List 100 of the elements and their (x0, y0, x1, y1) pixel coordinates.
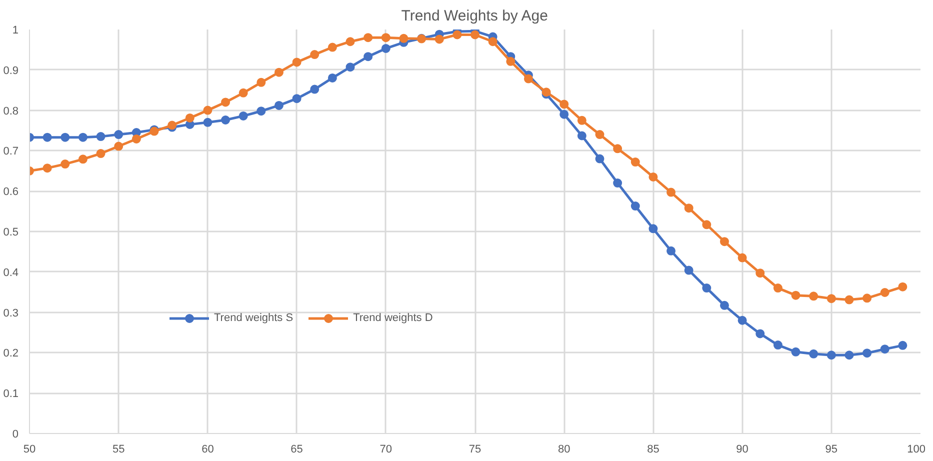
x-tick-label: 85 (647, 444, 660, 456)
point (488, 37, 498, 46)
point (256, 78, 266, 87)
point (791, 347, 800, 356)
point (648, 224, 658, 234)
point (506, 56, 516, 66)
point (577, 131, 586, 140)
point (221, 116, 230, 124)
point (773, 284, 782, 293)
point (720, 300, 729, 310)
point (78, 154, 88, 164)
y-tick-label: 0.9 (3, 64, 19, 77)
point (666, 188, 676, 197)
point (60, 132, 70, 142)
point (238, 111, 248, 120)
point (381, 33, 390, 42)
point (238, 88, 248, 98)
y-tick-label: 0.6 (3, 186, 19, 198)
point (862, 294, 872, 303)
point (595, 130, 604, 140)
point (292, 94, 302, 104)
x-tick-label: 80 (558, 444, 570, 456)
point (862, 348, 872, 358)
point (114, 130, 124, 140)
point (809, 349, 818, 358)
point (114, 142, 124, 151)
point (42, 132, 52, 142)
point (613, 144, 622, 154)
point (756, 329, 765, 338)
y-tick-label: 0.4 (3, 266, 19, 279)
y-tick-label: 0.3 (3, 307, 19, 320)
y-tick-label: 1 (12, 24, 19, 36)
point (310, 84, 320, 94)
y-tick-label: 0.1 (3, 388, 19, 400)
y-tick-label: 0.8 (3, 105, 19, 118)
point (613, 178, 622, 188)
point (648, 172, 658, 182)
x-tick-label: 60 (202, 444, 214, 456)
point (470, 30, 480, 40)
point (560, 110, 569, 119)
point (844, 350, 854, 360)
x-tick-label: 55 (112, 444, 125, 456)
point (809, 292, 818, 301)
x-tick-label: 70 (380, 444, 392, 456)
chart-title: Trend Weights by Age (401, 8, 548, 24)
point (684, 204, 694, 213)
point (791, 290, 800, 300)
point (560, 100, 569, 109)
x-tick-label: 95 (825, 444, 838, 456)
point (826, 294, 836, 304)
point (328, 42, 337, 52)
point (346, 62, 355, 72)
point (221, 98, 230, 107)
point (702, 220, 712, 230)
point (826, 350, 836, 360)
point (844, 295, 854, 304)
point (684, 266, 694, 275)
point (630, 158, 640, 167)
point (328, 73, 337, 82)
point (203, 106, 212, 115)
y-tick-label: 0.2 (3, 348, 19, 360)
x-tick-label: 75 (468, 444, 482, 456)
point (738, 316, 747, 325)
point (292, 58, 302, 67)
point (898, 282, 908, 292)
point (42, 164, 52, 173)
point (364, 52, 373, 62)
point (185, 113, 194, 122)
point (274, 100, 284, 110)
point (399, 34, 408, 43)
point (898, 340, 908, 350)
x-tick-label: 50 (23, 444, 36, 456)
point (880, 288, 890, 297)
legend-label: Trend weights S (214, 312, 294, 324)
point (720, 237, 729, 246)
legend-label: Trend weights D (353, 312, 433, 324)
y-tick-label: 0 (12, 428, 19, 440)
x-tick-label: 90 (736, 444, 748, 456)
point (434, 34, 444, 44)
point (577, 116, 586, 125)
y-tick-label: 0.7 (3, 146, 19, 158)
point (666, 246, 676, 256)
point (203, 118, 212, 127)
point (630, 202, 640, 211)
point (96, 132, 106, 142)
point (880, 344, 890, 354)
point (702, 284, 712, 293)
point (756, 268, 765, 278)
point (364, 33, 373, 42)
point (773, 340, 782, 350)
point (738, 253, 747, 262)
point (595, 154, 604, 164)
point (524, 74, 533, 84)
point (78, 132, 88, 142)
point (96, 149, 106, 158)
x-tick-label: 100 (907, 444, 926, 456)
point (132, 134, 141, 144)
point (274, 68, 284, 77)
point (256, 106, 266, 116)
x-tick-label: 65 (290, 444, 303, 456)
